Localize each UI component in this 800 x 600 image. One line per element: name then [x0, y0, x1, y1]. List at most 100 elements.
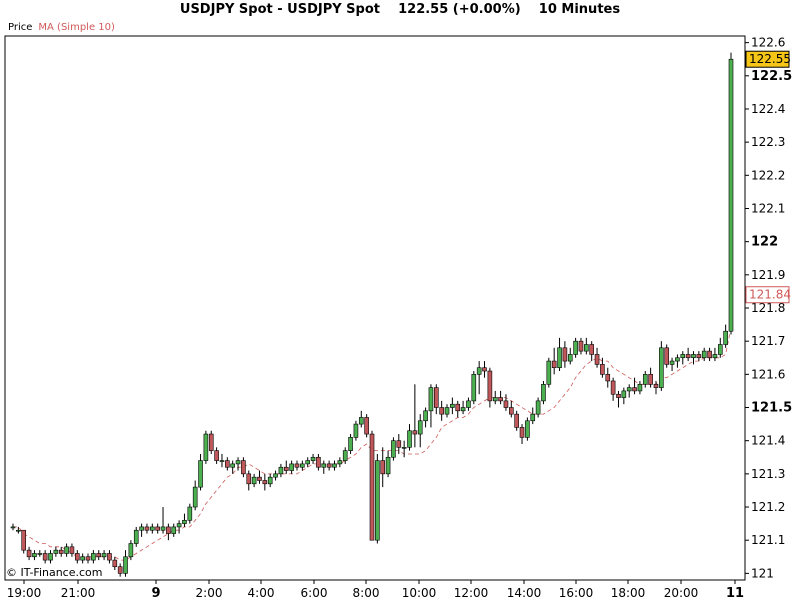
candle-up	[133, 529, 139, 544]
candle-down	[364, 417, 369, 435]
candle-up	[342, 450, 348, 461]
candle-down	[412, 430, 418, 435]
candle-up	[675, 357, 680, 362]
candle-up	[535, 400, 541, 415]
candle-up	[466, 400, 471, 408]
x-axis: 19:00 21:00 9 2:00 4:00 6:00 8:00 10:00 12:00 14:…	[7, 580, 744, 600]
title-symbol: USDJPY Spot - USDJPY Spot	[179, 2, 380, 17]
candle-up	[460, 407, 466, 412]
y-tick-label: 121.3	[751, 467, 785, 481]
candle-down	[155, 526, 160, 531]
candle-down	[85, 556, 91, 561]
candle-up	[476, 367, 482, 375]
candle-up	[584, 344, 589, 352]
candle-down	[396, 440, 402, 448]
candle-down	[112, 559, 118, 568]
candle-down	[380, 460, 386, 475]
candle-down	[503, 400, 509, 408]
candle-up	[300, 463, 305, 468]
candle-up	[407, 430, 412, 448]
candle-down	[696, 354, 702, 359]
candle-up	[557, 347, 562, 369]
candle-up	[251, 476, 257, 485]
candle-up	[48, 553, 53, 561]
candle-down	[208, 433, 214, 451]
candle-up	[37, 553, 43, 555]
candle-down	[610, 380, 616, 395]
candle-up	[337, 460, 343, 465]
candle-down	[594, 354, 600, 365]
candle-down	[69, 546, 75, 554]
candle-down	[707, 350, 712, 359]
title-price: 122.55 (+0.00%)	[398, 2, 521, 17]
ma-last-label: 121.84	[749, 288, 791, 302]
candle-down	[600, 364, 605, 375]
chart-title: USDJPY Spot - USDJPY Spot 122.55 (+0.00%…	[0, 2, 800, 17]
candle-down	[498, 397, 503, 402]
candle-up	[16, 529, 21, 532]
candle-down	[96, 553, 102, 558]
candle-down	[117, 566, 123, 574]
candle-down	[648, 374, 653, 385]
candle-up	[712, 354, 718, 359]
candle-down	[562, 347, 568, 362]
candle-down	[455, 403, 461, 412]
candle-up	[717, 344, 723, 355]
candle-up	[546, 360, 552, 385]
candle-up	[203, 433, 209, 461]
candle-up	[160, 526, 166, 531]
ma-line	[13, 327, 732, 561]
candle-up	[171, 526, 177, 534]
candle-down	[214, 450, 219, 461]
last-price-label: 122.55	[749, 52, 791, 66]
candle-up	[273, 473, 278, 478]
candle-down	[42, 553, 48, 561]
candle-down	[107, 553, 112, 561]
candle-up	[101, 553, 107, 558]
x-tick-label: 16:00	[559, 586, 594, 600]
legend-price-label: Price	[8, 22, 33, 33]
candle-up	[728, 58, 734, 332]
candle-up	[428, 387, 434, 412]
candle-down	[616, 393, 621, 398]
candle-up	[332, 463, 337, 468]
x-tick-label: 10:00	[402, 586, 437, 600]
y-tick-label: 122.4	[751, 102, 785, 116]
candle-up	[230, 463, 235, 468]
candle-up	[723, 330, 728, 345]
candle-up	[176, 523, 182, 528]
candle-up	[659, 347, 664, 388]
candle-up	[182, 519, 187, 524]
price-labels: 122.55 121.84	[745, 50, 791, 304]
x-tick-label: 21:00	[61, 586, 96, 600]
last-price-box	[745, 50, 790, 68]
candle-up	[139, 526, 144, 531]
candle-down	[369, 433, 375, 541]
candle-up	[642, 374, 648, 385]
candle-up	[530, 413, 536, 422]
candle-up	[358, 417, 364, 425]
candle-down	[166, 526, 171, 534]
candle-up	[637, 383, 643, 392]
x-tick-label: 6:00	[301, 586, 328, 600]
candles	[10, 52, 734, 577]
y-tick-label: 122.2	[751, 168, 785, 182]
candle-up	[417, 420, 423, 435]
candle-up	[385, 456, 391, 475]
candle-down	[225, 460, 230, 468]
candle-up	[235, 460, 241, 465]
y-tick-label: 121.4	[751, 434, 785, 448]
y-tick-label: 122.6	[751, 36, 785, 50]
candle-down	[509, 407, 514, 415]
candle-up	[128, 543, 134, 558]
x-tick-label: 20:00	[664, 586, 699, 600]
candle-down	[26, 549, 32, 558]
title-interval: 10 Minutes	[538, 2, 621, 17]
candle-up	[669, 360, 675, 365]
candle-down	[433, 387, 439, 408]
candle-up	[150, 526, 155, 531]
candle-down	[632, 387, 637, 392]
candle-up	[626, 387, 632, 392]
y-tick-label: 121.5	[751, 401, 792, 416]
